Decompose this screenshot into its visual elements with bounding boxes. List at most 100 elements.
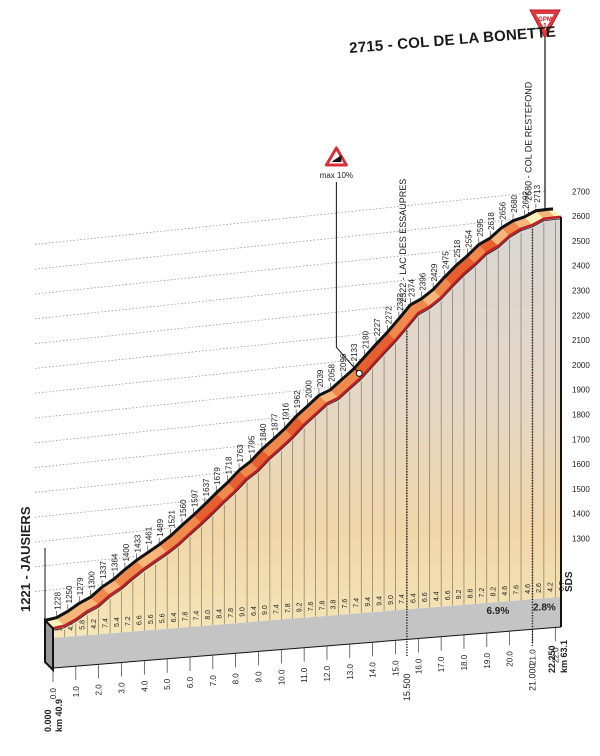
altitude-axis-label: 2600 (572, 212, 590, 221)
altitude-value: 1489 (156, 518, 165, 536)
km-tick-label: 16.0 (414, 658, 423, 674)
altitude-value: 1433 (133, 534, 142, 552)
km-tick-label: 8.0 (232, 673, 241, 685)
gradient-value: 6.4 (251, 606, 258, 616)
km-tick-label: 6.0 (186, 676, 195, 688)
gradient-value: 4.4 (68, 621, 75, 631)
profile-back-edge (52, 218, 562, 631)
altitude-value: 1228 (53, 591, 62, 609)
steepest-point (355, 369, 363, 377)
km-tick-label: 17.0 (437, 656, 446, 672)
gradient-value: 7.8 (228, 608, 235, 618)
steep-warning-icon (324, 146, 348, 167)
gradient-value: 8.6 (468, 589, 475, 599)
altitude-axis-label: 1700 (572, 435, 590, 444)
start-race-km: km 40.9 (54, 699, 64, 732)
altitude-value: 2713 (533, 184, 542, 202)
gradient-value: 7.6 (513, 585, 520, 595)
km-tick-label: 9.0 (254, 671, 263, 683)
altitude-value: 1560 (179, 499, 188, 517)
gradient-value: 9.0 (388, 595, 395, 605)
gpm-badge-category: 1 (543, 23, 547, 30)
waypoint-label: 2680 - COL DE RESTEFOND (523, 81, 533, 201)
altitude-value: 1877 (270, 413, 279, 431)
altitude-value: 2396 (419, 272, 428, 290)
altitude-axis-label: 2000 (572, 361, 590, 370)
altitude-value: 2595 (476, 218, 485, 236)
altitude-axis-label: 2400 (572, 262, 590, 271)
altitude-value: 1962 (293, 390, 302, 408)
gradient-value: 5.6 (159, 613, 166, 623)
km-tick-label: 22.0 (551, 647, 560, 663)
altitude-value: 2475 (442, 251, 451, 269)
gradient-value: 8.2 (491, 587, 498, 597)
gradient-value: 4.6 (502, 586, 509, 596)
gradient-value: 6.6 (422, 592, 429, 602)
km-tick-label: 10.0 (277, 669, 286, 685)
gradient-value: 5.4 (114, 617, 121, 627)
altitude-value: 2096 (339, 353, 348, 371)
gradient-value: 7.8 (285, 603, 292, 613)
gradient-value: 5.8 (80, 620, 87, 630)
km-tick-label: 0.0 (49, 687, 58, 699)
gradient-band: 1.44.45.84.27.45.47.26.65.65.66.47.87.48… (52, 581, 566, 669)
altitude-value: 2429 (430, 263, 439, 281)
gradient-value: 3.8 (331, 600, 338, 610)
gradient-value: 6.4 (411, 593, 418, 603)
altitude-value: 2618 (487, 212, 496, 230)
km-tick-label: 11.0 (300, 667, 309, 683)
gradient-value: 9.4 (376, 596, 383, 606)
altitude-value: 2680 (510, 194, 519, 212)
gradient-value: 7.4 (102, 618, 109, 628)
km-tick-label: 13.0 (346, 664, 355, 680)
km-tick-label: 14.0 (369, 662, 378, 678)
profile-top-line (44, 207, 554, 622)
gradient-value: 7.6 (308, 601, 315, 611)
altitude-value: 1250 (65, 585, 74, 603)
gradient-value: 8.4 (217, 609, 224, 619)
gradient-value: 9.0 (239, 607, 246, 617)
gradient-value: 7.8 (182, 612, 189, 622)
altitude-value: 2058 (327, 363, 336, 381)
gpm-badge-inner (536, 14, 554, 30)
gradient-value: 5.6 (148, 614, 155, 624)
gradient-value: 9.0 (262, 605, 269, 615)
altitude-value: 1597 (190, 489, 199, 507)
gradient-value: 7.8 (319, 601, 326, 611)
finish-race-km: km 63.1 (559, 640, 569, 673)
gradient-value: 4.2 (548, 582, 555, 592)
gradient-value: 9.2 (296, 602, 303, 612)
start-label: 1221 - JAUSIERS (18, 506, 33, 612)
altitude-value: 2039 (316, 369, 325, 387)
gradient-value: 6.4 (171, 612, 178, 622)
altitude-value: 1337 (99, 561, 108, 579)
gradient-value: 4.6 (525, 584, 532, 594)
altitude-value: 1300 (88, 571, 97, 589)
finish-km: 22.250 (547, 645, 557, 673)
altitude-value: 1763 (236, 444, 245, 462)
altitude-axis-label: 2300 (572, 286, 590, 295)
steepest-leader (335, 347, 360, 374)
profile-back-line (52, 215, 562, 630)
km-tick-label: 20.0 (506, 651, 515, 667)
km-tick-label: 21.0 (528, 649, 537, 665)
segment-average: 6.9% (486, 606, 509, 617)
km-tick-label: 4.0 (140, 680, 149, 692)
gradient-value: 7.4 (274, 604, 281, 614)
altitude-value: 1364 (110, 553, 119, 571)
gradient-value: 8.0 (205, 610, 212, 620)
segment-average: 2.8% (533, 602, 556, 613)
gridline (34, 190, 546, 245)
km-tick-label: 1.0 (72, 686, 81, 698)
altitude-value: 2000 (305, 380, 314, 398)
altitude-axis-label: 1400 (572, 510, 590, 519)
gridline (34, 215, 546, 270)
gradient-value: 4.2 (91, 619, 98, 629)
km-tick-label: 19.0 (483, 652, 492, 668)
profile-fill (53, 216, 561, 638)
altitude-axis-label: 2500 (572, 237, 590, 246)
gradient-value: 4.4 (433, 591, 440, 601)
km-axis: 0.0 1.0 2.0 3.0 4.0 5.0 6.0 7.0 8.0 9.0 10.0 11.0 12… (43, 627, 569, 732)
